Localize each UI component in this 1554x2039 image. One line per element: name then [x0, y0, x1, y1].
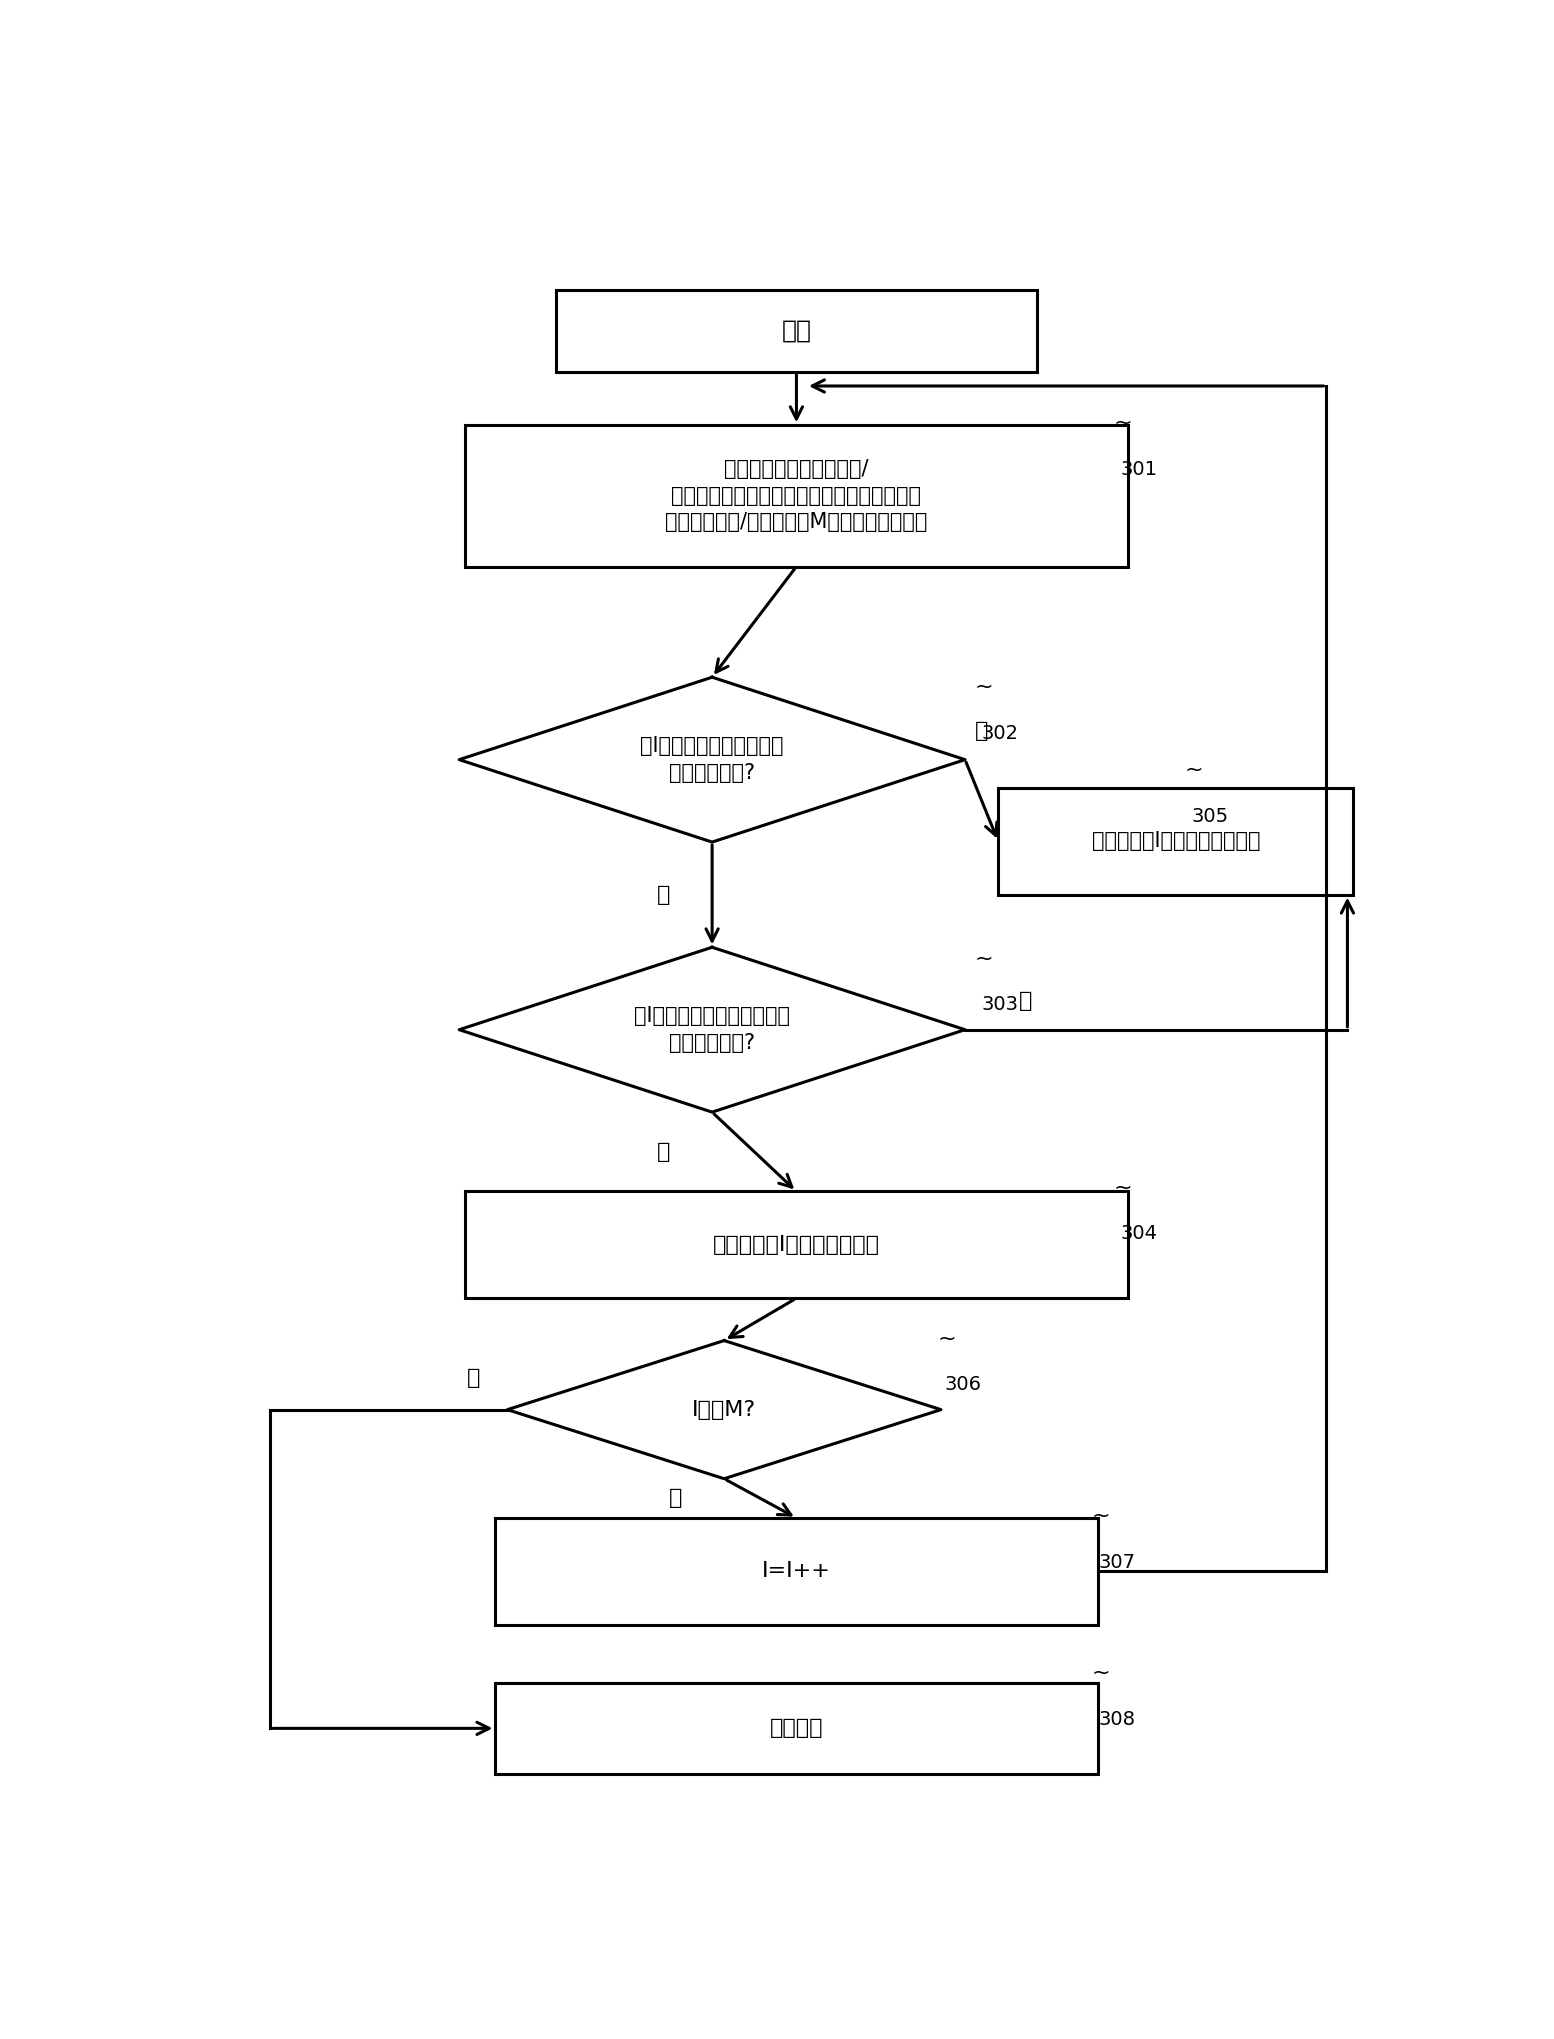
Text: 307: 307: [1099, 1552, 1136, 1572]
FancyBboxPatch shape: [556, 290, 1038, 371]
FancyBboxPatch shape: [465, 426, 1128, 567]
Text: 基带处理板接收上行时隙/
子帧的基带数据，并根据所述基带数据确定出
所述上行时隙/子帧对应的M个通道的干扰功率: 基带处理板接收上行时隙/ 子帧的基带数据，并根据所述基带数据确定出 所述上行时隙…: [665, 459, 928, 532]
Text: 305: 305: [1192, 807, 1229, 826]
FancyBboxPatch shape: [496, 1682, 1097, 1774]
Text: ~: ~: [937, 1329, 956, 1348]
Text: ~: ~: [1091, 1507, 1110, 1525]
Text: 否: 否: [670, 1488, 682, 1509]
Text: 确定所述第I个通道为损坏通道: 确定所述第I个通道为损坏通道: [1091, 832, 1260, 852]
Text: 308: 308: [1099, 1709, 1136, 1729]
Text: 开始: 开始: [782, 318, 811, 343]
FancyBboxPatch shape: [496, 1517, 1097, 1625]
Text: 否: 否: [1018, 991, 1032, 1011]
Text: 否: 否: [974, 722, 988, 742]
Text: 302: 302: [982, 724, 1019, 742]
Text: 第I个通道的干扰功率小于
第一功率阈值?: 第I个通道的干扰功率小于 第一功率阈值?: [640, 736, 783, 783]
Text: 301: 301: [1120, 459, 1158, 479]
Text: I=I++: I=I++: [761, 1562, 831, 1582]
Text: ~: ~: [1091, 1664, 1110, 1682]
FancyBboxPatch shape: [465, 1191, 1128, 1299]
Text: ~: ~: [974, 948, 993, 969]
Text: 是: 是: [466, 1368, 480, 1389]
Text: ~: ~: [1184, 761, 1203, 781]
Text: ~: ~: [974, 677, 993, 697]
Text: 结束流程: 结束流程: [769, 1719, 824, 1739]
Text: 303: 303: [982, 995, 1019, 1013]
Polygon shape: [460, 948, 965, 1111]
Polygon shape: [507, 1340, 942, 1478]
Text: 306: 306: [945, 1374, 982, 1395]
FancyBboxPatch shape: [998, 787, 1354, 895]
Text: 304: 304: [1120, 1223, 1158, 1244]
Text: ~: ~: [1113, 1179, 1131, 1197]
Text: 第I个通道的干扰功率值大于
第二功率阈值?: 第I个通道的干扰功率值大于 第二功率阈值?: [634, 1007, 789, 1052]
Text: 是: 是: [657, 885, 671, 905]
Text: 确定所述第I个通道正常通道: 确定所述第I个通道正常通道: [713, 1236, 880, 1254]
Text: I大于M?: I大于M?: [692, 1399, 757, 1419]
Text: ~: ~: [1113, 414, 1131, 432]
Polygon shape: [460, 677, 965, 842]
Text: 是: 是: [657, 1142, 671, 1162]
